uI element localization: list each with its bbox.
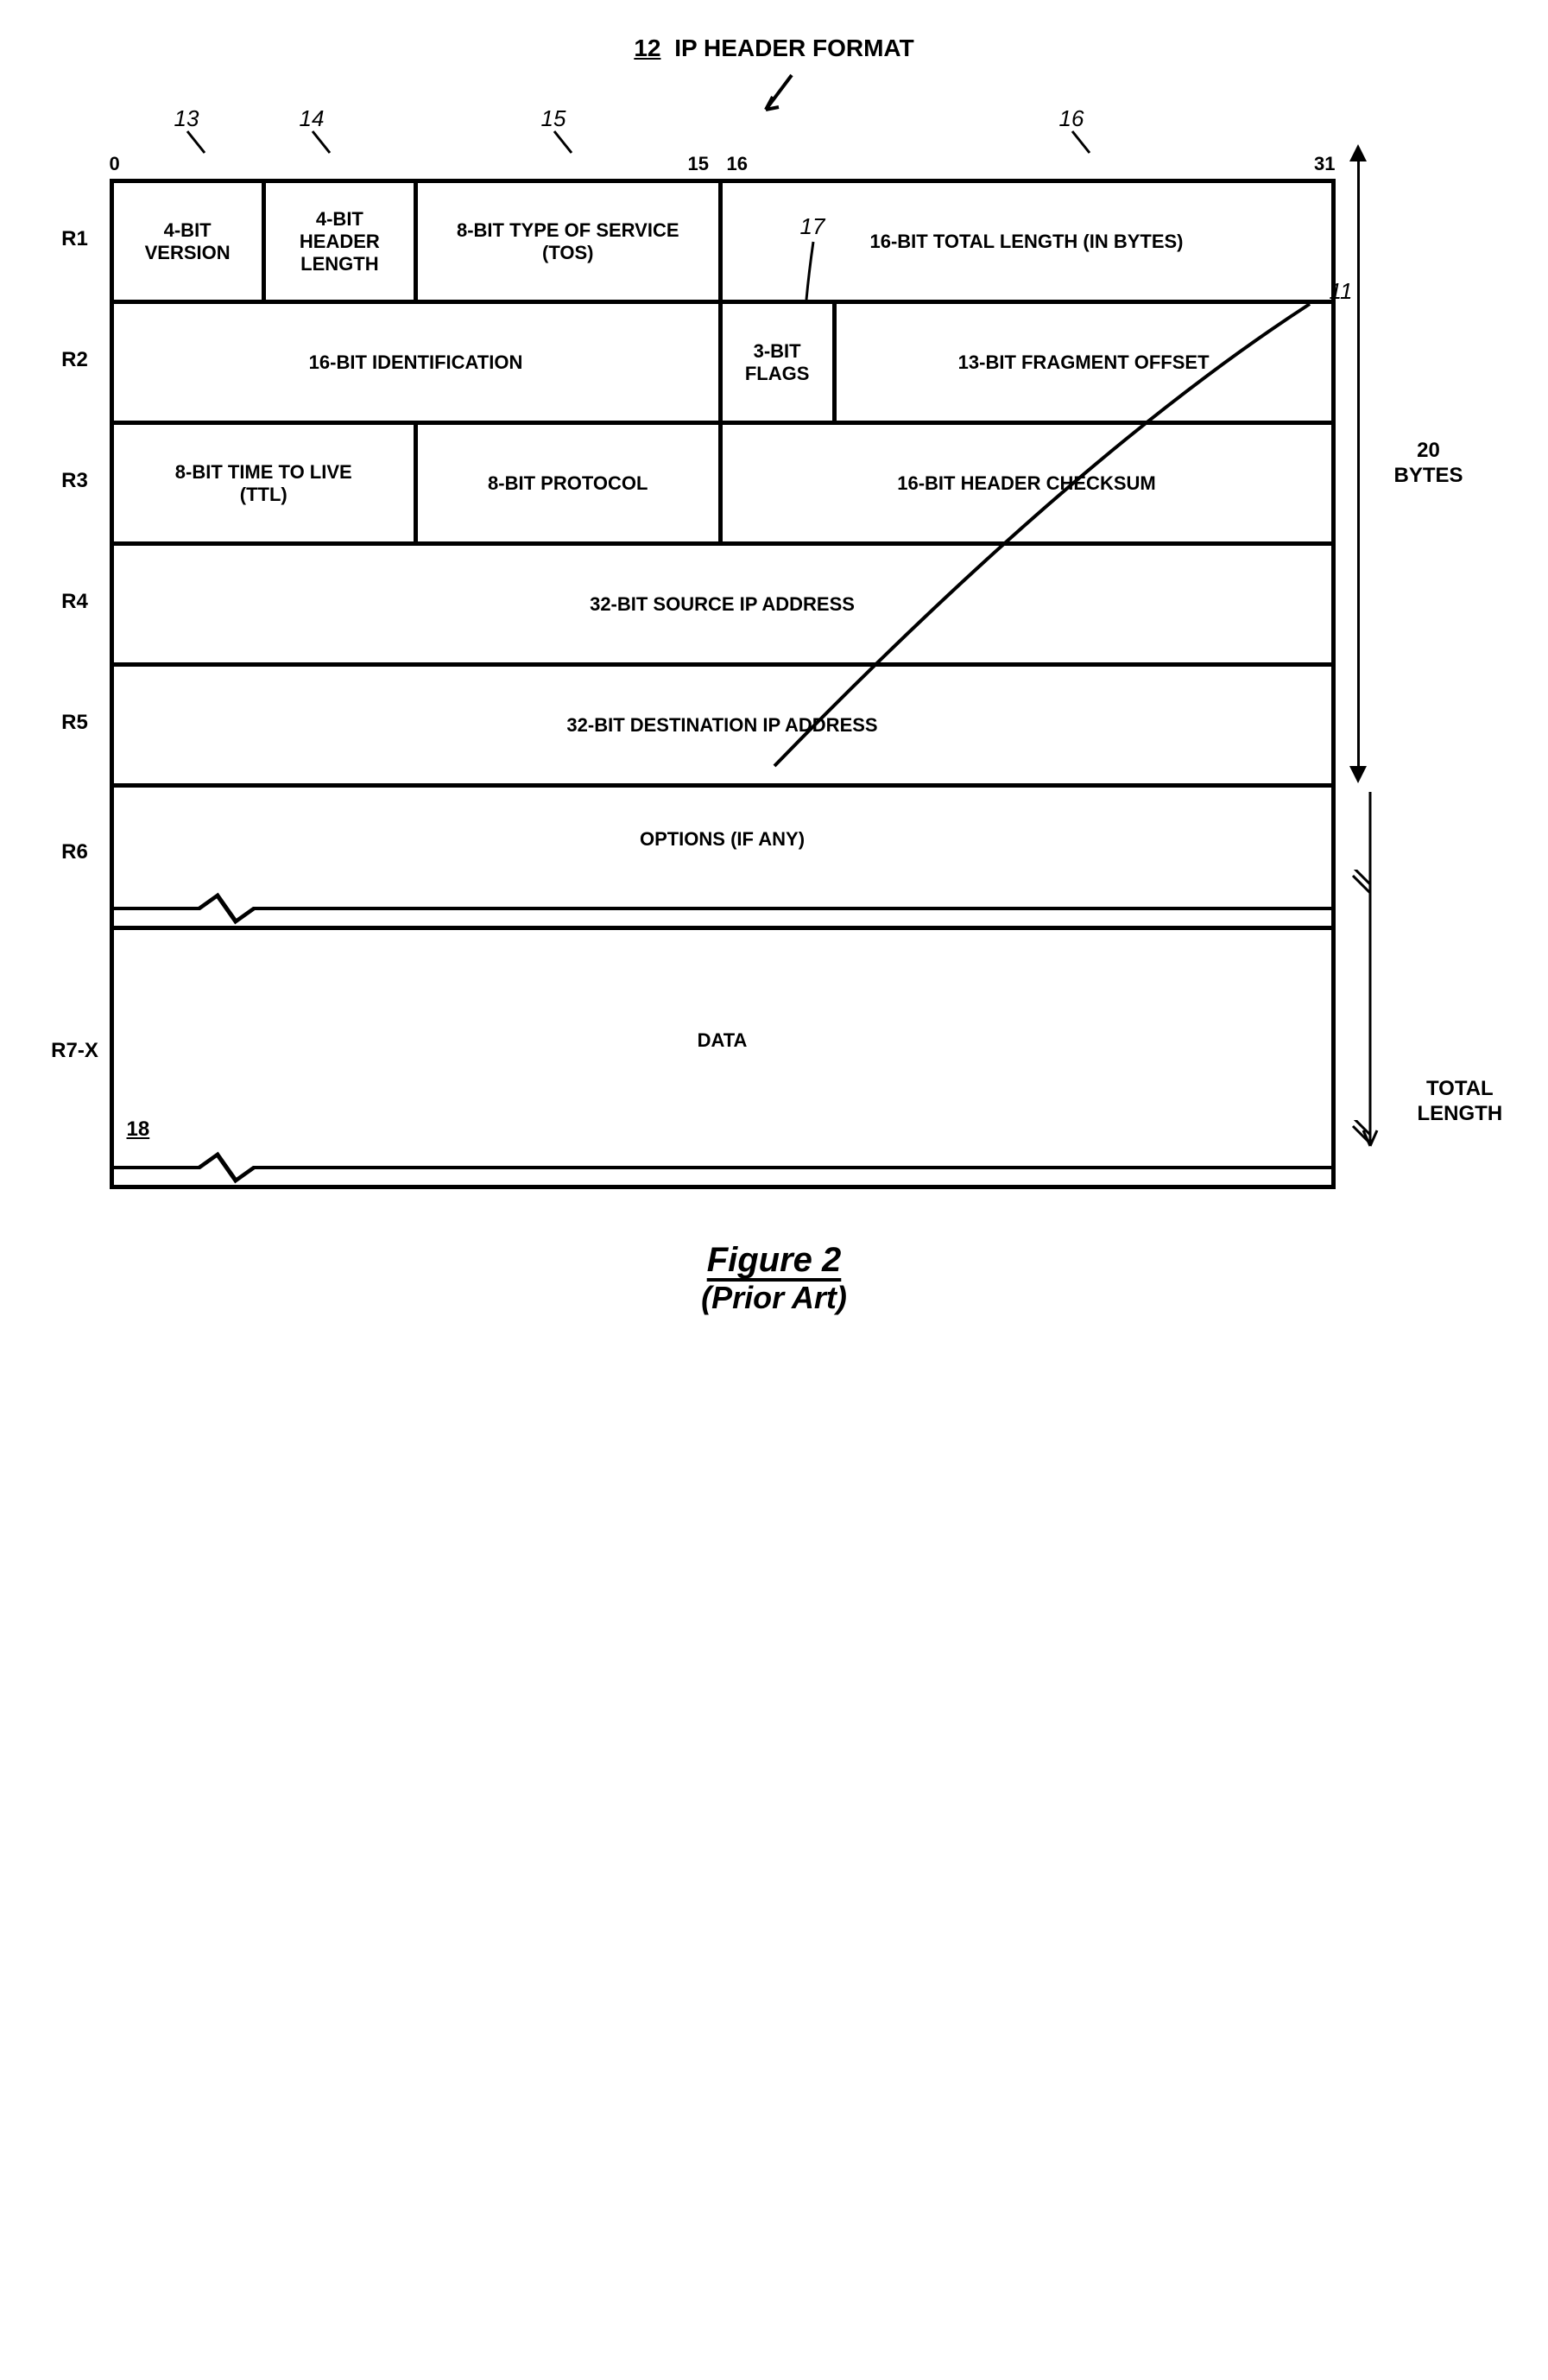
row-1: 4-BIT VERSION 4-BIT HEADER LENGTH 8-BIT … <box>114 183 1331 304</box>
leader-line-icon <box>805 237 856 307</box>
row-3: 8-BIT TIME TO LIVE (TTL) 8-BIT PROTOCOL … <box>114 425 1331 546</box>
cell-header-checksum: 16-BIT HEADER CHECKSUM <box>723 425 1331 541</box>
row-labels-column: R1 R2 R3 R4 R5 R6 R7-X <box>41 153 110 1181</box>
row-label: R5 <box>41 662 110 783</box>
title-text: IP HEADER FORMAT <box>674 35 913 61</box>
cell-ttl: 8-BIT TIME TO LIVE (TTL) <box>114 425 419 541</box>
cell-header-length: 4-BIT HEADER LENGTH <box>266 183 418 300</box>
cell-source-ip: 32-BIT SOURCE IP ADDRESS <box>114 546 1331 662</box>
break-row-2 <box>114 1150 1331 1185</box>
cell-identification: 16-BIT IDENTIFICATION <box>114 304 723 421</box>
cell-flags: 3-BIT FLAGS <box>723 304 837 421</box>
title-ref-num: 12 <box>634 35 660 61</box>
break-mark-icon <box>1349 870 1374 896</box>
row-7: 18 DATA <box>114 926 1331 1150</box>
header-grid: 4-BIT VERSION 4-BIT HEADER LENGTH 8-BIT … <box>110 179 1336 1189</box>
ref-17: 17 <box>800 213 825 240</box>
cell-protocol: 8-BIT PROTOCOL <box>418 425 723 541</box>
bit-scale: 0 15 16 31 <box>110 153 1336 179</box>
bit-label-0: 0 <box>110 153 120 175</box>
annotation-column: 20 BYTES TOTAL LENGTH <box>1336 153 1508 179</box>
diagram-title: 12 IP HEADER FORMAT <box>41 35 1508 62</box>
main-area: R1 R2 R3 R4 R5 R6 R7-X 0 15 16 31 17 11 <box>41 153 1508 1189</box>
data-ref-18: 18 <box>127 1117 150 1142</box>
row-label: R2 <box>41 300 110 421</box>
zigzag-icon <box>114 1150 1331 1185</box>
ip-header-diagram: 12 IP HEADER FORMAT 13 14 15 16 R1 R2 R3… <box>41 35 1508 1316</box>
caption-subtitle: (Prior Art) <box>41 1280 1508 1316</box>
cell-tos: 8-BIT TYPE OF SERVICE (TOS) <box>418 183 723 300</box>
row-label: R6 <box>41 783 110 921</box>
arrow-down-icon <box>740 71 809 123</box>
cell-data: 18 DATA <box>114 930 1331 1150</box>
break-mark-icon <box>1349 1120 1374 1146</box>
ref-11: 11 <box>1330 278 1353 305</box>
bit-label-16: 16 <box>727 153 748 175</box>
row-2: 16-BIT IDENTIFICATION 3-BIT FLAGS 13-BIT… <box>114 304 1331 425</box>
zigzag-icon <box>114 891 1331 926</box>
cell-dest-ip: 32-BIT DESTINATION IP ADDRESS <box>114 667 1331 783</box>
cell-options: OPTIONS (IF ANY) <box>114 788 1331 891</box>
break-row-1 <box>114 891 1331 926</box>
diagram-column: 0 15 16 31 17 11 4-BIT VERSION 4-BIT HEA… <box>110 153 1336 1189</box>
caption-figure: Figure 2 <box>41 1241 1508 1280</box>
figure-caption: Figure 2 (Prior Art) <box>41 1241 1508 1316</box>
row-label: R1 <box>41 179 110 300</box>
row-5: 32-BIT DESTINATION IP ADDRESS <box>114 667 1331 788</box>
label-20-bytes: 20 BYTES <box>1394 439 1463 489</box>
title-arrow <box>41 71 1508 127</box>
cell-data-text: DATA <box>698 1029 748 1052</box>
row-6: OPTIONS (IF ANY) <box>114 788 1331 891</box>
cell-version: 4-BIT VERSION <box>114 183 266 300</box>
total-length-arrow-icon <box>1357 161 1383 1163</box>
row-label: R7-X <box>41 921 110 1181</box>
row-label: R4 <box>41 541 110 662</box>
arrow-up-icon <box>1349 144 1367 161</box>
label-total-length: TOTAL LENGTH <box>1418 1077 1503 1127</box>
bit-label-31: 31 <box>1314 153 1335 175</box>
row-4: 32-BIT SOURCE IP ADDRESS <box>114 546 1331 667</box>
cell-fragment-offset: 13-BIT FRAGMENT OFFSET <box>837 304 1331 421</box>
bit-label-15: 15 <box>688 153 709 175</box>
row-label: R3 <box>41 421 110 541</box>
